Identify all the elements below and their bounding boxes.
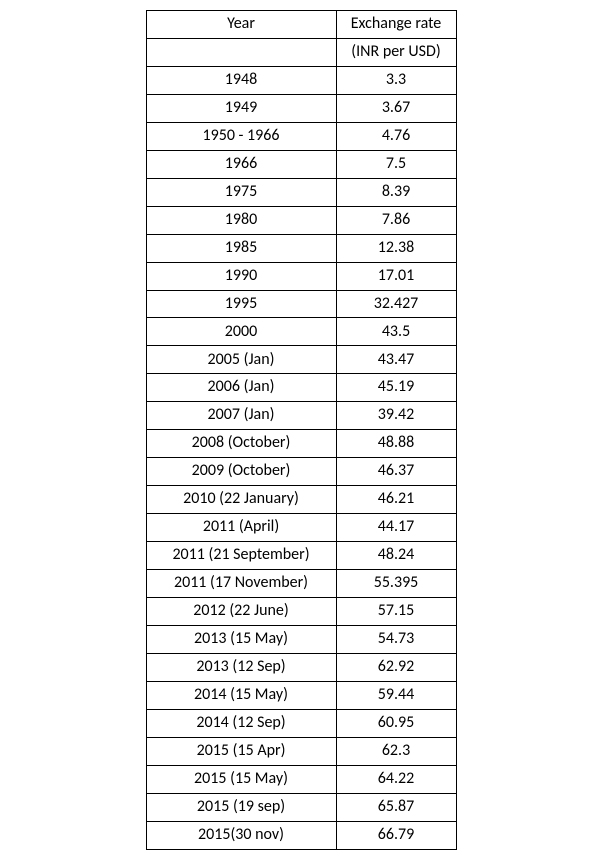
rate-cell: 55.395 [336,570,456,598]
year-cell: 2014 (12 Sep) [146,709,336,737]
table-row: 2012 (22 June)57.15 [146,598,456,626]
table-row: 2015 (19 sep)65.87 [146,793,456,821]
year-cell: 1950 - 1966 [146,122,336,150]
year-cell: 2007 (Jan) [146,402,336,430]
exchange-rate-table: Year Exchange rate (INR per USD) 19483.3… [146,10,457,850]
rate-cell: 45.19 [336,374,456,402]
year-cell: 2015 (15 Apr) [146,737,336,765]
rate-cell: 46.37 [336,458,456,486]
year-cell: 2008 (October) [146,430,336,458]
table-row: 2011 (17 November)55.395 [146,570,456,598]
year-cell: 2010 (22 January) [146,486,336,514]
year-cell: 2015 (15 May) [146,765,336,793]
table-row: 2006 (Jan)45.19 [146,374,456,402]
rate-cell: 43.5 [336,318,456,346]
rate-cell: 8.39 [336,178,456,206]
year-cell: 1980 [146,206,336,234]
year-cell: 1966 [146,150,336,178]
table-row: 2015(30 nov)66.79 [146,821,456,849]
rate-cell: 17.01 [336,262,456,290]
rate-cell: 54.73 [336,625,456,653]
table-row: 19493.67 [146,94,456,122]
year-cell: 2014 (15 May) [146,681,336,709]
table-row: 2010 (22 January)46.21 [146,486,456,514]
rate-cell: 3.67 [336,94,456,122]
table-row: 2013 (15 May)54.73 [146,625,456,653]
table-row: 2005 (Jan)43.47 [146,346,456,374]
table-row: 1950 - 19664.76 [146,122,456,150]
rate-cell: 12.38 [336,234,456,262]
year-cell: 2009 (October) [146,458,336,486]
table-row: 2009 (October)46.37 [146,458,456,486]
rate-cell: 7.5 [336,150,456,178]
year-cell: 1975 [146,178,336,206]
year-cell: 2005 (Jan) [146,346,336,374]
table-row: 19483.3 [146,66,456,94]
rate-cell: 3.3 [336,66,456,94]
rate-cell: 59.44 [336,681,456,709]
rate-cell: 60.95 [336,709,456,737]
rate-cell: 62.92 [336,653,456,681]
year-cell: 2011 (April) [146,514,336,542]
rate-cell: 46.21 [336,486,456,514]
header-row-1: Year Exchange rate [146,11,456,39]
year-cell: 1990 [146,262,336,290]
table-row: 19758.39 [146,178,456,206]
rate-cell: 4.76 [336,122,456,150]
rate-cell: 7.86 [336,206,456,234]
table-row: 2013 (12 Sep)62.92 [146,653,456,681]
year-cell: 1949 [146,94,336,122]
year-cell: 2013 (15 May) [146,625,336,653]
table-row: 199017.01 [146,262,456,290]
rate-cell: 57.15 [336,598,456,626]
table-row: 2007 (Jan)39.42 [146,402,456,430]
subheader-year [146,38,336,66]
table-row: 2008 (October)48.88 [146,430,456,458]
year-cell: 1995 [146,290,336,318]
subheader-rate: (INR per USD) [336,38,456,66]
rate-cell: 44.17 [336,514,456,542]
year-cell: 2011 (21 September) [146,542,336,570]
year-cell: 1985 [146,234,336,262]
table-body: Year Exchange rate (INR per USD) 19483.3… [146,11,456,850]
table-row: 2014 (15 May)59.44 [146,681,456,709]
table-row: 2014 (12 Sep)60.95 [146,709,456,737]
rate-cell: 39.42 [336,402,456,430]
rate-cell: 43.47 [336,346,456,374]
header-year: Year [146,11,336,39]
header-rate: Exchange rate [336,11,456,39]
year-cell: 2000 [146,318,336,346]
year-cell: 2012 (22 June) [146,598,336,626]
rate-cell: 65.87 [336,793,456,821]
table-row: 2015 (15 May)64.22 [146,765,456,793]
year-cell: 1948 [146,66,336,94]
table-row: 2011 (21 September)48.24 [146,542,456,570]
rate-cell: 32.427 [336,290,456,318]
rate-cell: 62.3 [336,737,456,765]
header-row-2: (INR per USD) [146,38,456,66]
rate-cell: 48.88 [336,430,456,458]
table-row: 19667.5 [146,150,456,178]
rate-cell: 48.24 [336,542,456,570]
year-cell: 2015(30 nov) [146,821,336,849]
table-row: 199532.427 [146,290,456,318]
table-row: 19807.86 [146,206,456,234]
table-row: 200043.5 [146,318,456,346]
rate-cell: 66.79 [336,821,456,849]
table-row: 198512.38 [146,234,456,262]
year-cell: 2013 (12 Sep) [146,653,336,681]
year-cell: 2015 (19 sep) [146,793,336,821]
year-cell: 2006 (Jan) [146,374,336,402]
table-row: 2011 (April)44.17 [146,514,456,542]
table-row: 2015 (15 Apr)62.3 [146,737,456,765]
rate-cell: 64.22 [336,765,456,793]
year-cell: 2011 (17 November) [146,570,336,598]
